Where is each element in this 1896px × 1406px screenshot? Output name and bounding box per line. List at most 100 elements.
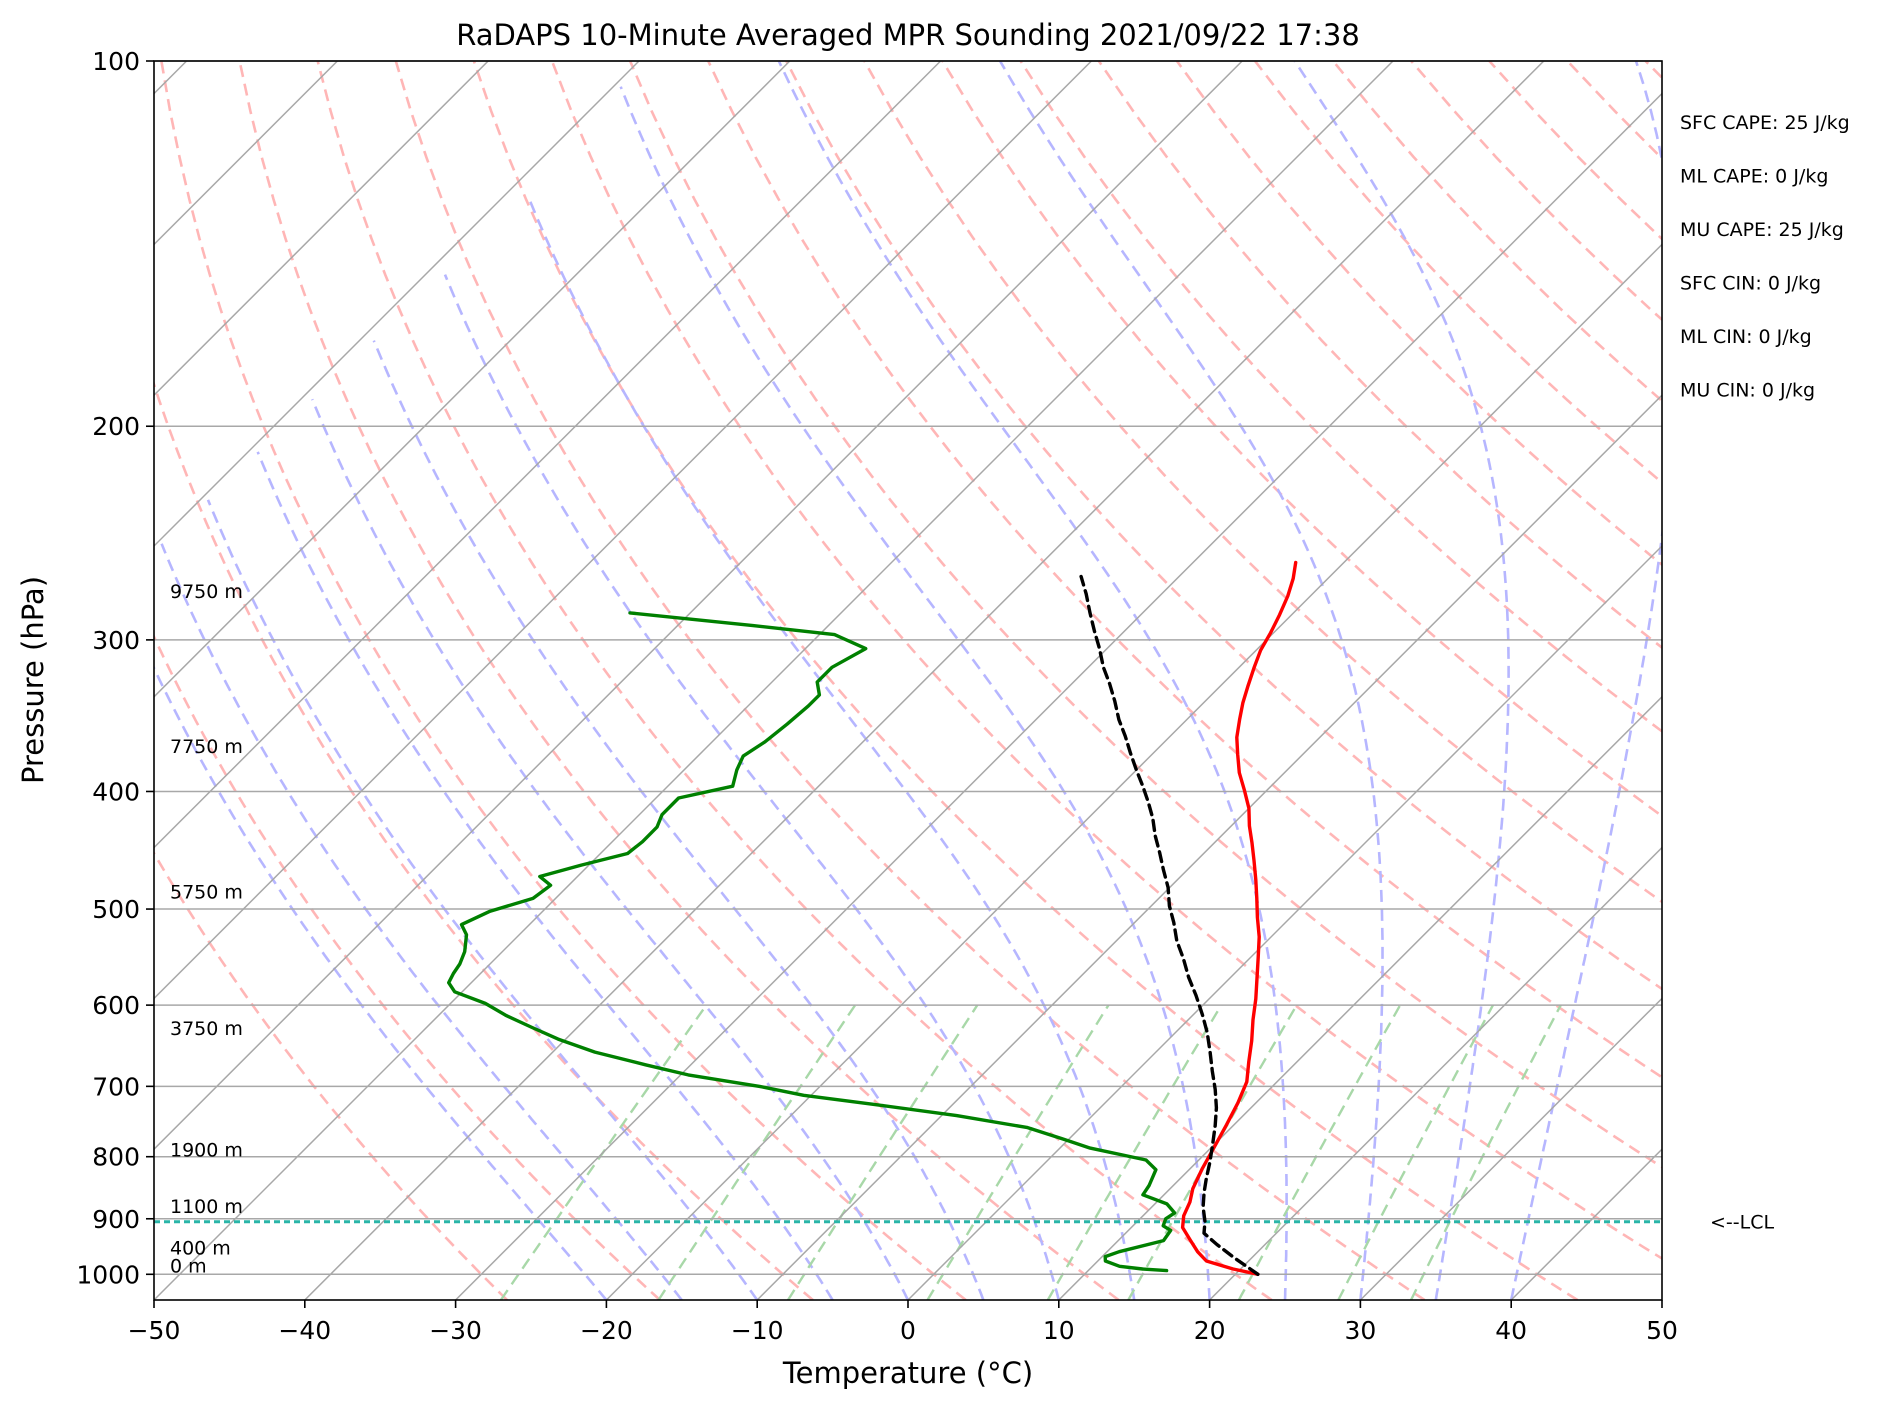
isotherm-line <box>154 61 338 246</box>
dewpoint-line <box>447 611 1177 1273</box>
height-label: 3750 m <box>170 1018 243 1040</box>
y-tick-label: 300 <box>92 626 140 655</box>
dry-adiabat <box>1488 61 1662 241</box>
dry-adiabat <box>394 61 1426 1300</box>
moist-adiabat <box>443 274 1061 1300</box>
height-label: 7750 m <box>170 736 243 758</box>
x-tick-label: 30 <box>1344 1316 1376 1345</box>
height-label: 400 m <box>170 1237 231 1259</box>
dry-adiabat <box>1253 61 1662 485</box>
dry-adiabat <box>863 61 1662 904</box>
isotherm-line <box>154 61 791 698</box>
x-tick-label: 20 <box>1194 1316 1226 1345</box>
cape-cin-annotation: ML CIN: 0 J/kg <box>1680 326 1812 348</box>
x-tick-label: 10 <box>1043 1316 1075 1345</box>
dry-adiabat <box>1097 61 1662 650</box>
dry-adiabat <box>1019 61 1662 733</box>
mixing-ratio-line <box>1046 1004 1223 1300</box>
moist-adiabat <box>619 86 1211 1300</box>
cape-cin-annotation: SFC CAPE: 25 J/kg <box>1680 112 1850 134</box>
isotherm-line <box>154 61 1092 1000</box>
isotherm-line <box>154 61 1394 1300</box>
dry-adiabat <box>1644 61 1662 80</box>
isotherm-line <box>756 394 1662 1300</box>
isotherm-line <box>1510 1148 1662 1300</box>
pressure-gridlines <box>154 60 1662 1276</box>
y-tick-label: 500 <box>92 895 140 924</box>
cape-cin-annotation: SFC CIN: 0 J/kg <box>1680 273 1821 295</box>
temperature-line <box>1180 560 1298 1276</box>
dry-adiabat <box>1566 61 1662 161</box>
dry-adiabat <box>238 61 1120 1300</box>
x-tick-label: −40 <box>278 1316 331 1345</box>
index-annotations: SFC CAPE: 25 J/kg ML CAPE: 0 J/kg MU CAPE:… <box>1680 112 1850 402</box>
isotherm-line <box>1209 846 1662 1300</box>
dry-adiabat <box>316 61 1273 1300</box>
height-label: 0 m <box>170 1256 207 1278</box>
dry-adiabat <box>1724 61 1896 1300</box>
dry-adiabat <box>1410 61 1662 322</box>
x-tick-label: −50 <box>128 1316 181 1345</box>
mixing-ratio-line <box>1409 1004 1562 1300</box>
moist-adiabat <box>160 543 683 1300</box>
x-tick-label: 0 <box>900 1316 916 1345</box>
dry-adiabat <box>154 380 814 1300</box>
mixing-ratio-line <box>1127 1004 1298 1300</box>
isotherm-line <box>605 243 1662 1300</box>
isotherm-line <box>1661 1298 1662 1300</box>
mixing-ratio-line <box>926 1004 1110 1300</box>
isotherm-line <box>1058 695 1662 1300</box>
mixing-ratio-line <box>1237 1004 1402 1300</box>
cape-cin-annotation: MU CIN: 0 J/kg <box>1680 380 1815 402</box>
isotherm-line <box>304 61 1545 1300</box>
cape-cin-annotation: MU CAPE: 25 J/kg <box>1680 219 1844 241</box>
y-axis-label: Pressure (hPa) <box>16 576 50 784</box>
isotherm-line <box>1359 997 1662 1300</box>
dry-adiabat <box>941 61 1662 818</box>
isotherm-line <box>154 61 489 397</box>
height-label: 1900 m <box>170 1140 243 1162</box>
dry-adiabat <box>785 61 1662 991</box>
moist-adiabat <box>256 451 834 1300</box>
height-label: 9750 m <box>170 581 243 603</box>
dry-adiabat <box>154 850 509 1300</box>
y-tick-label: 800 <box>92 1143 140 1172</box>
dry-adiabat <box>154 633 661 1300</box>
y-tick-label: 200 <box>92 412 140 441</box>
series-layer <box>154 560 1662 1276</box>
mixing-ratio-line <box>657 1004 857 1300</box>
x-tick-label: −30 <box>429 1316 482 1345</box>
dry-adiabat <box>1175 61 1662 567</box>
moist-adiabat <box>206 499 759 1300</box>
y-axis-ticks: 100 200 300 400 500 600 700 800 900 1000 <box>76 47 154 1289</box>
x-tick-label: 50 <box>1646 1316 1678 1345</box>
y-tick-label: 900 <box>92 1205 140 1234</box>
dry-adiabat <box>1332 61 1662 403</box>
y-tick-label: 100 <box>92 47 140 76</box>
x-tick-label: −10 <box>731 1316 784 1345</box>
moist-adiabat <box>310 398 910 1300</box>
mixing-ratio-line <box>786 1004 979 1300</box>
dry-adiabat <box>160 61 967 1300</box>
height-labels: 9750 m 7750 m 5750 m 3750 m 1900 m 1100 m 400 … <box>170 581 243 1278</box>
mixing-ratio-line <box>499 1004 708 1300</box>
isotherm-line <box>455 92 1662 1300</box>
isotherm-line <box>1813 61 1896 1300</box>
dry-adiabat <box>707 61 1662 1079</box>
x-axis-ticks: −50 −40 −30 −20 −10 0 10 20 30 40 50 <box>128 1300 1678 1345</box>
isotherm-line <box>154 61 942 849</box>
y-tick-label: 700 <box>92 1072 140 1101</box>
dry-adiabat <box>550 61 1662 1261</box>
dry-adiabat <box>628 61 1662 1169</box>
y-tick-label: 400 <box>92 777 140 806</box>
moist-adiabat <box>1509 61 1662 1300</box>
x-tick-label: 40 <box>1495 1316 1527 1345</box>
moist-adiabat <box>528 198 1136 1300</box>
isotherm-line <box>154 61 640 548</box>
height-label: 5750 m <box>170 881 243 903</box>
chart-title: RaDAPS 10-Minute Averaged MPR Sounding 2… <box>456 18 1360 52</box>
cape-cin-annotation: ML CAPE: 0 J/kg <box>1680 166 1828 188</box>
y-tick-label: 1000 <box>76 1260 140 1289</box>
height-label: 1100 m <box>170 1196 243 1218</box>
